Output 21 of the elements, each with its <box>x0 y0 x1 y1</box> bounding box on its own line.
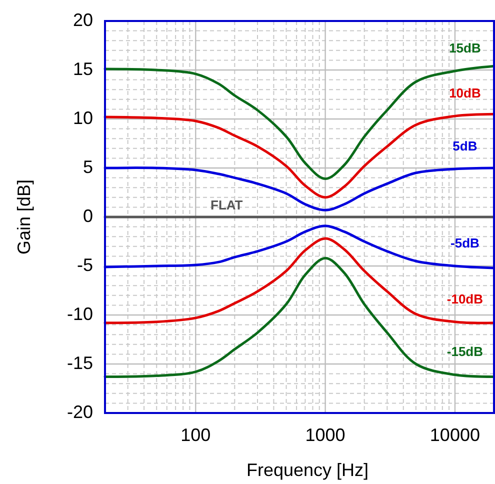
y-tick-label: 20 <box>72 10 93 30</box>
series-label: 10dB <box>449 85 481 100</box>
series-label: -10dB <box>446 291 484 306</box>
x-tick-label: 100 <box>180 425 211 445</box>
x-tick-label: 1000 <box>305 425 346 445</box>
series-label: FLAT <box>210 197 243 212</box>
y-tick-label: 0 <box>82 206 93 226</box>
y-tick-label: 10 <box>72 108 93 128</box>
y-tick-label: -20 <box>66 402 93 422</box>
series-label: 5dB <box>452 138 478 154</box>
series-label: -5dB <box>450 235 480 250</box>
y-tick-label: 15 <box>72 58 93 79</box>
x-tick-label: 10000 <box>430 425 480 445</box>
y-tick-label: 5 <box>82 156 93 177</box>
series-label: 15dB <box>449 40 481 56</box>
series-label: -15dB <box>446 344 484 360</box>
y-tick-label: -10 <box>66 304 93 324</box>
y-tick-label: -15 <box>66 352 93 373</box>
y-axis-title: Gain [dB] <box>14 179 34 255</box>
x-axis-title: Frequency [Hz] <box>246 460 369 480</box>
y-tick-label: -5 <box>76 254 93 275</box>
